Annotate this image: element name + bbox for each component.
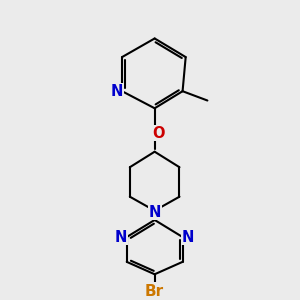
Text: N: N	[115, 230, 127, 244]
Text: N: N	[111, 84, 123, 99]
Text: Br: Br	[145, 284, 164, 299]
Text: O: O	[153, 126, 165, 141]
Text: N: N	[182, 230, 194, 244]
Text: N: N	[148, 205, 161, 220]
